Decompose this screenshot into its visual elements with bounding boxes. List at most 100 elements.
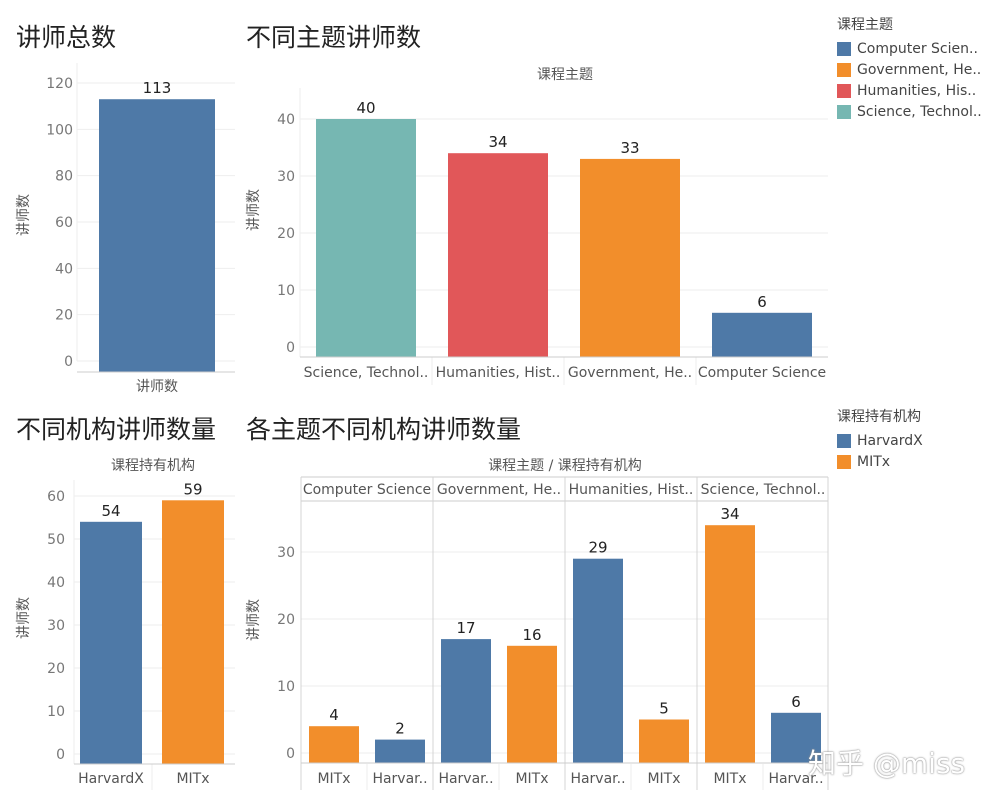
legend-swatch xyxy=(837,62,851,77)
y-tick-label: 10 xyxy=(277,679,295,695)
total-title: 讲师总数 xyxy=(16,23,117,52)
legend-item[interactable]: Science, Technol.. xyxy=(837,101,982,122)
y-tick-label: 0 xyxy=(64,354,73,370)
y-tick-label: 20 xyxy=(47,661,65,677)
y-tick-label: 0 xyxy=(56,747,65,763)
x-tick-label: Humanities, Hist.. xyxy=(436,365,561,381)
legend-label: Humanities, His.. xyxy=(857,82,977,99)
y-tick-label: 0 xyxy=(286,746,295,762)
legend-org: 课程持有机构 HarvardX MITx xyxy=(837,406,923,472)
x-tick-label: Computer Science xyxy=(698,365,826,381)
data-label: 6 xyxy=(757,293,767,311)
legend-org-title: 课程持有机构 xyxy=(837,409,921,425)
y-tick-label: 120 xyxy=(46,76,73,92)
legend-item[interactable]: MITx xyxy=(837,451,923,472)
y-tick-label: 60 xyxy=(55,215,73,231)
data-label: 5 xyxy=(659,700,669,718)
y-tick-label: 20 xyxy=(55,308,73,324)
bar xyxy=(639,719,689,763)
x-tick-label: Harvar.. xyxy=(768,771,823,787)
y-tick-label: 50 xyxy=(47,532,65,548)
x-tick-label: MITx xyxy=(317,771,350,787)
x-tick-label: Government, He.. xyxy=(568,365,692,381)
x-tick-label: HarvardX xyxy=(78,771,144,787)
x-tick-label: MITx xyxy=(176,771,209,787)
bar xyxy=(705,525,755,763)
data-label: 54 xyxy=(101,502,120,520)
x-tick-label: 讲师数 xyxy=(136,379,178,395)
bar xyxy=(580,158,680,357)
x-tick-label: Science, Technol.. xyxy=(304,365,429,381)
legend-topic: 课程主题 Computer Scien.. Government, He.. H… xyxy=(837,14,982,122)
chart-header: 课程持有机构 xyxy=(111,458,195,474)
bar xyxy=(771,712,821,763)
y-tick-label: 80 xyxy=(55,169,73,185)
panel-label: Science, Technol.. xyxy=(701,482,826,498)
data-label: 34 xyxy=(720,505,739,523)
y-tick-label: 40 xyxy=(47,575,65,591)
data-label: 4 xyxy=(329,706,339,724)
panel-label: Computer Science xyxy=(303,482,431,498)
watermark: 知乎 @miss xyxy=(808,747,966,780)
legend-label: Government, He.. xyxy=(857,61,982,78)
panel-label: Government, He.. xyxy=(437,482,561,498)
y-tick-label: 0 xyxy=(286,340,295,356)
bar xyxy=(712,312,812,357)
y-tick-label: 30 xyxy=(47,618,65,634)
legend-item[interactable]: Computer Scien.. xyxy=(837,38,982,59)
legend-label: Computer Scien.. xyxy=(857,40,978,57)
data-label: 29 xyxy=(588,539,607,557)
y-tick-label: 10 xyxy=(47,704,65,720)
data-label: 33 xyxy=(620,139,639,157)
x-tick-label: Harvar.. xyxy=(570,771,625,787)
y-tick-label: 60 xyxy=(47,489,65,505)
legend-label: Science, Technol.. xyxy=(857,103,982,120)
total-y-axis-label: 讲师数 xyxy=(16,194,32,236)
y-tick-label: 40 xyxy=(277,112,295,128)
legend-label: MITx xyxy=(857,453,891,470)
bar xyxy=(448,153,548,357)
y-tick-label: 40 xyxy=(55,261,73,277)
y-tick-label: 30 xyxy=(277,545,295,561)
data-label: 16 xyxy=(522,626,541,644)
y-tick-label: 20 xyxy=(277,612,295,628)
x-tick-label: MITx xyxy=(647,771,680,787)
x-tick-label: Harvar.. xyxy=(438,771,493,787)
org-y-axis-label: 讲师数 xyxy=(16,597,32,639)
x-tick-label: MITx xyxy=(515,771,548,787)
topic-y-axis-label: 讲师数 xyxy=(246,189,262,231)
legend-item[interactable]: Humanities, His.. xyxy=(837,80,982,101)
legend-swatch xyxy=(837,41,851,56)
legend-item[interactable]: Government, He.. xyxy=(837,59,982,80)
bar xyxy=(309,726,359,763)
bar xyxy=(573,558,623,763)
bar xyxy=(80,521,142,764)
data-label: 40 xyxy=(356,99,375,117)
bar xyxy=(375,739,425,763)
y-tick-label: 10 xyxy=(277,283,295,299)
legend-swatch xyxy=(837,104,851,119)
legend-label: HarvardX xyxy=(857,432,923,449)
legend-item[interactable]: HarvardX xyxy=(837,430,923,451)
bar xyxy=(316,119,416,357)
y-tick-label: 100 xyxy=(46,122,73,138)
legend-swatch xyxy=(837,83,851,98)
chart-header: 课程主题 xyxy=(537,67,593,83)
bar xyxy=(441,639,491,763)
x-tick-label: MITx xyxy=(713,771,746,787)
data-label: 113 xyxy=(143,79,172,97)
data-label: 6 xyxy=(791,693,801,711)
by-topic-org-title: 各主题不同机构讲师数量 xyxy=(246,415,522,444)
data-label: 17 xyxy=(456,619,475,637)
y-tick-label: 30 xyxy=(277,169,295,185)
data-label: 59 xyxy=(183,480,202,498)
panel-label: Humanities, Hist.. xyxy=(569,482,694,498)
data-label: 34 xyxy=(488,133,507,151)
by-org-title: 不同机构讲师数量 xyxy=(16,415,217,444)
by-topic-title: 不同主题讲师数 xyxy=(246,23,422,52)
legend-topic-title: 课程主题 xyxy=(837,17,893,33)
bar xyxy=(99,99,215,372)
bar xyxy=(162,500,224,764)
chart-header: 课程主题 / 课程持有机构 xyxy=(488,458,642,474)
